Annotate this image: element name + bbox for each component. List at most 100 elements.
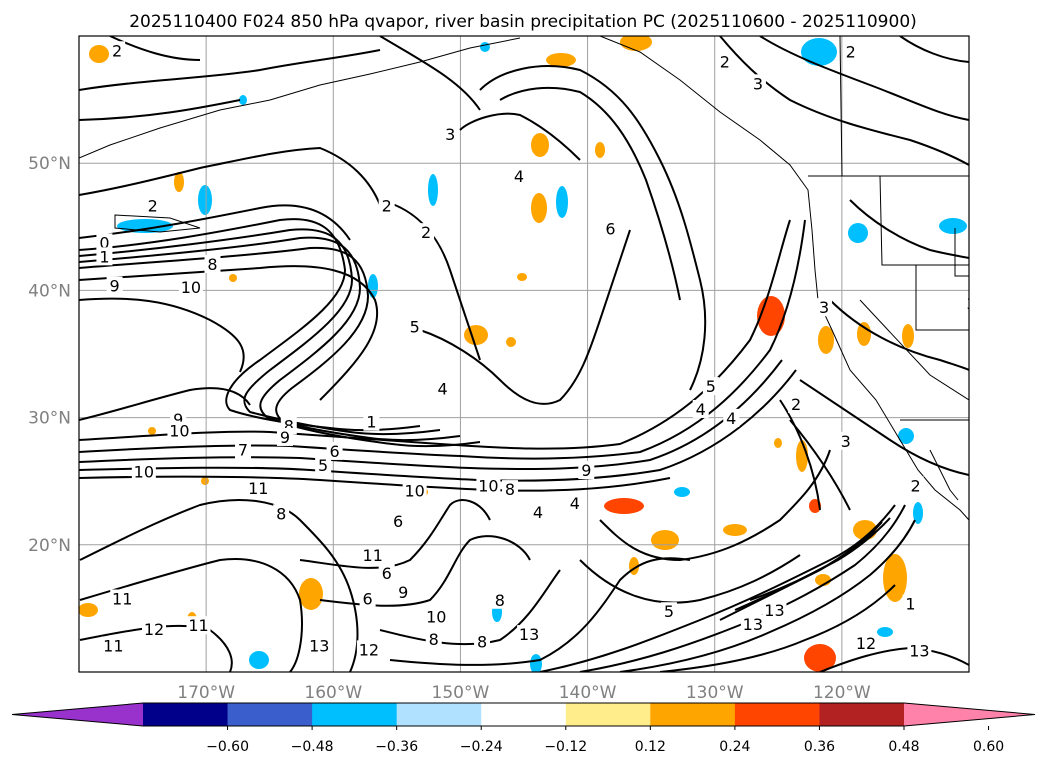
contour-label: 2: [112, 41, 122, 60]
contour-label-bg: [566, 494, 583, 513]
contour-label: 5: [410, 317, 420, 336]
shade-blob: [531, 193, 547, 223]
shade-blob: [818, 326, 834, 354]
shade-blob: [651, 530, 679, 550]
contour-label-bg: [390, 511, 407, 530]
contour-label: 11: [188, 616, 208, 635]
contour-label-bg: [491, 590, 508, 609]
shade-blob: [239, 95, 247, 105]
contour-label-bg: [517, 625, 542, 644]
contour-label: 8: [207, 255, 217, 274]
contour-label-bg: [378, 564, 395, 583]
shade-blob: [546, 53, 576, 67]
contour-label-bg: [144, 196, 161, 215]
contour-label: 6: [329, 442, 339, 461]
contour-label-bg: [740, 614, 765, 633]
shade-blob: [796, 440, 808, 472]
contour-label-bg: [178, 277, 203, 296]
shade-blob: [774, 438, 782, 448]
contour-label-bg: [854, 634, 879, 653]
shade-blob: [595, 142, 605, 158]
lat-tick-label: 50°N: [28, 154, 71, 174]
contour-label-bg: [837, 431, 854, 450]
contour-label: 7: [238, 441, 248, 460]
contour-label: 11: [103, 637, 123, 656]
contour-label: 8: [505, 480, 515, 499]
contour-label-bg: [276, 427, 293, 446]
contour-label: 4: [514, 167, 524, 186]
shade-blob: [898, 428, 914, 444]
colorbar-segment: [650, 703, 736, 726]
shade-blob: [913, 502, 923, 524]
contour-label: 4: [570, 494, 580, 513]
lon-tick-labels: 170°W 160°W 150°W 140°W 130°W 120°W: [177, 683, 871, 703]
shade-blob: [174, 172, 184, 192]
contour-label-bg: [360, 546, 385, 565]
contour-label: 10: [169, 422, 189, 441]
lat-tick-label: 40°N: [28, 281, 71, 301]
contour-label: 2: [791, 395, 801, 414]
chart-title: 2025110400 F024 850 hPa qvapor, river ba…: [129, 12, 917, 32]
contour-label-bg: [425, 630, 442, 649]
qvapor-contours: [79, 36, 969, 672]
shade-blob: [480, 42, 490, 52]
contour-label-bg: [418, 223, 435, 242]
contour-label-bg: [406, 317, 423, 336]
contour-label: 8: [429, 630, 439, 649]
contour-label: 1: [905, 595, 915, 614]
contour-label: 2: [846, 43, 856, 62]
shade-blob: [89, 45, 109, 63]
colorbar-tick-label: −0.36: [375, 739, 418, 755]
shade-blob: [674, 487, 690, 497]
contour-label: 5: [664, 602, 674, 621]
shade-blob: [79, 603, 98, 617]
contour-label-bg: [660, 602, 677, 621]
colorbar-segment: [819, 703, 905, 726]
contour-label-bg: [131, 462, 156, 481]
contour-label-bg: [246, 478, 271, 497]
contour-label-bg: [204, 254, 221, 273]
contour-label: 12: [144, 620, 164, 639]
contour-label-bg: [167, 421, 192, 440]
contour-label-bg: [101, 636, 126, 655]
contour-label-bg: [186, 616, 211, 635]
contour-label-bg: [907, 641, 932, 660]
contour-label: 6: [393, 512, 403, 531]
shade-blob: [801, 38, 837, 66]
contour-label-bg: [96, 247, 113, 266]
contour-label: 11: [248, 479, 268, 498]
contour-label: 13: [519, 625, 539, 644]
contour-label-bg: [749, 74, 766, 93]
colorbar-tick-label: −0.48: [291, 739, 334, 755]
contour-label: 3: [445, 125, 455, 144]
shade-blob: [201, 477, 209, 485]
contour-label-bg: [142, 620, 167, 639]
contour-label: 4: [696, 400, 706, 419]
contour-label: 4: [438, 380, 448, 399]
shade-blob: [531, 133, 549, 157]
contour-label: 9: [398, 583, 408, 602]
lon-tick-label: 130°W: [686, 683, 744, 703]
contour-label: 3: [753, 74, 763, 93]
contour-label-bg: [109, 41, 126, 60]
contour-label: 6: [363, 589, 373, 608]
colorbar-segment: [481, 703, 567, 726]
map-frame: [78, 35, 970, 673]
contour-label: 13: [909, 642, 929, 661]
contour-label: 3: [841, 432, 851, 451]
shade-blob: [249, 651, 269, 669]
lon-tick-label: 170°W: [177, 683, 235, 703]
shade-blob: [368, 274, 378, 298]
lon-tick-label: 120°W: [813, 683, 871, 703]
contour-label: 6: [605, 219, 615, 238]
contour-label: 5: [706, 377, 716, 396]
contour-label-bg: [442, 125, 459, 144]
contour-label: 8: [477, 633, 487, 652]
shade-blob: [530, 654, 542, 672]
contour-label-bg: [578, 461, 595, 480]
colorbar-segment: [734, 703, 820, 726]
colorbar-segment: [227, 703, 313, 726]
contour-label: 9: [581, 461, 591, 480]
contour-label-bg: [106, 276, 123, 295]
contour-label: 6: [382, 564, 392, 583]
